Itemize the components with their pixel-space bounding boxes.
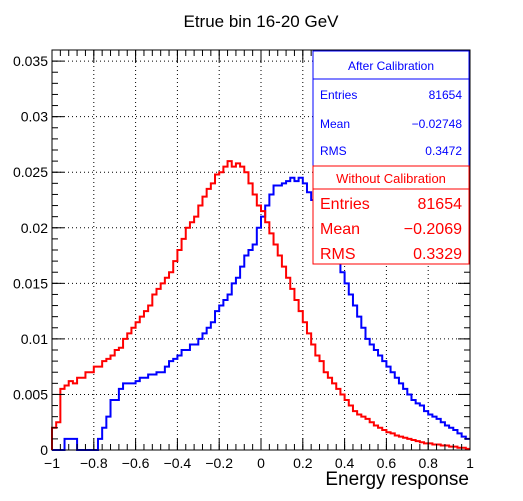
chart-title: Etrue bin 16-20 GeV — [184, 12, 340, 31]
y-tick-label: 0.03 — [21, 109, 48, 125]
x-tick-label: 0.6 — [377, 455, 397, 471]
x-tick-label: −0.6 — [122, 455, 150, 471]
series-layer — [51, 160, 470, 451]
x-tick-label: 0.4 — [335, 455, 355, 471]
y-tick-label: 0.035 — [13, 53, 48, 69]
stats-box-without-title: Without Calibration — [336, 171, 446, 186]
stats-after-mean-label: Mean — [320, 117, 350, 131]
x-tick-label: −1 — [44, 455, 60, 471]
stats-without-entries-value: 81654 — [418, 196, 463, 213]
stats-after-rms-label: RMS — [320, 144, 347, 158]
y-tick-label: 0.02 — [21, 220, 48, 236]
x-tick-labels: −1 −0.8 −0.6 −0.4 −0.2 0 0.2 0.4 0.6 0.8 1 — [44, 455, 474, 471]
stats-after-mean-value: −0.02748 — [412, 117, 463, 131]
y-tick-label: 0.005 — [13, 386, 48, 402]
stats-box-without-calibration: Without Calibration Entries 81654 Mean −… — [312, 165, 470, 265]
series-line-without-calibration — [51, 160, 470, 450]
stats-without-mean-label: Mean — [320, 221, 360, 238]
stats-without-rms-value: 0.3329 — [413, 246, 462, 263]
stats-box-after-calibration: After Calibration Entries 81654 Mean −0.… — [312, 50, 470, 167]
x-tick-label: −0.4 — [164, 455, 192, 471]
x-tick-label: 0 — [257, 455, 265, 471]
x-tick-label: −0.2 — [205, 455, 233, 471]
y-tick-labels: 0 0.005 0.01 0.015 0.02 0.025 0.03 0.035 — [13, 53, 48, 458]
stats-without-mean-value: −0.2069 — [404, 221, 462, 238]
y-tick-label: 0.015 — [13, 275, 48, 291]
stats-after-rms-value: 0.3472 — [425, 144, 462, 158]
x-tick-label: −0.8 — [80, 455, 108, 471]
stats-after-entries-label: Entries — [320, 88, 357, 102]
stats-without-entries-label: Entries — [320, 196, 370, 213]
x-tick-label: 1 — [466, 455, 474, 471]
x-axis-label: Energy response — [325, 469, 469, 490]
x-tick-label: 0.8 — [418, 455, 438, 471]
y-tick-label: 0.025 — [13, 164, 48, 180]
x-tick-label: 0.2 — [293, 455, 313, 471]
y-tick-label: 0.01 — [21, 331, 48, 347]
series-line-after-calibration — [52, 176, 470, 451]
stats-after-entries-value: 81654 — [429, 88, 463, 102]
stats-without-rms-label: RMS — [320, 246, 356, 263]
stats-box-after-title: After Calibration — [348, 59, 434, 73]
stats-box-without-border — [312, 165, 470, 265]
y-tick-label: 0 — [40, 442, 48, 458]
